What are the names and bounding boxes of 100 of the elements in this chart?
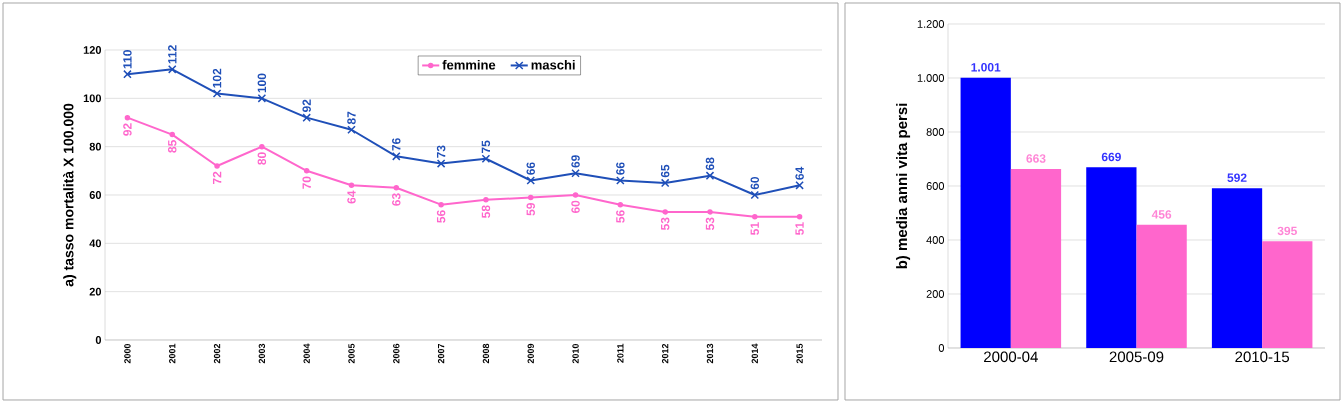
data-label: 102: [212, 68, 222, 88]
point: [481, 154, 491, 164]
point: [616, 176, 625, 185]
x-tick-label: 2002: [213, 343, 221, 364]
point: [571, 168, 580, 178]
data-label: 70: [302, 176, 311, 189]
data-label: 65: [660, 164, 670, 178]
x-tick-label: 2000-04: [984, 351, 1038, 363]
bar: [1086, 167, 1137, 348]
y-tick-label: 120: [83, 46, 102, 54]
y-axis-title: a) tasso mortalità X 100.000: [63, 103, 77, 287]
y-tick-label: 40: [89, 239, 102, 248]
point: [214, 163, 220, 169]
x-tick-label: 2013: [706, 343, 714, 364]
point: [167, 65, 177, 74]
point: [393, 184, 400, 191]
point: [617, 201, 624, 208]
point: [123, 69, 132, 79]
data-label: 59: [526, 203, 535, 216]
data-label: 68: [705, 157, 715, 171]
data-label: 53: [705, 217, 715, 231]
point: [436, 159, 446, 168]
x-tick-label: 2010-15: [1235, 351, 1290, 363]
legend-label: maschi: [531, 59, 575, 70]
y-tick-label: 600: [926, 182, 945, 190]
point: [169, 131, 175, 138]
y-tick-label: 0: [938, 344, 945, 352]
x-tick-label: 2003: [258, 343, 266, 364]
x-tick-label: 2008: [482, 343, 490, 364]
y-axis-title: b) media anni vita persi: [896, 103, 911, 269]
data-label: 72: [212, 171, 222, 185]
y-tick-label: 100: [83, 94, 102, 103]
point: [572, 192, 579, 198]
point: [752, 213, 758, 220]
point: [750, 190, 760, 200]
point: [347, 125, 356, 135]
point: [348, 182, 355, 189]
data-label: 456: [1151, 210, 1172, 219]
point: [302, 113, 311, 122]
point: [438, 201, 444, 208]
data-label: 56: [436, 210, 446, 223]
data-label: 92: [123, 123, 132, 136]
bar: [960, 77, 1011, 348]
bar: [1211, 188, 1263, 348]
y-tick-label: 1.200: [917, 20, 945, 28]
x-tick-label: 2012: [661, 343, 669, 364]
x-tick-label: 2014: [751, 343, 758, 364]
point: [526, 176, 536, 185]
data-label: 80: [257, 152, 267, 165]
point: [660, 178, 670, 188]
x-tick-label: 2010: [572, 343, 579, 364]
data-label: 87: [347, 111, 356, 125]
x-tick-label: 2001: [169, 343, 176, 364]
data-label: 63: [392, 193, 401, 206]
legend-label: femmine: [442, 59, 496, 70]
data-label: 51: [795, 222, 804, 235]
y-tick-label: 80: [89, 142, 102, 151]
y-tick-label: 20: [89, 287, 102, 296]
x-tick-label: 2006: [393, 343, 400, 364]
point: [124, 114, 131, 121]
point: [259, 143, 265, 150]
point: [303, 168, 310, 174]
point: [392, 152, 401, 161]
x-tick-label: 2009: [527, 343, 534, 364]
data-label: 58: [481, 205, 491, 218]
data-label: 76: [392, 138, 401, 151]
x-tick-label: 2007: [437, 343, 445, 364]
y-tick-label: 1.000: [917, 74, 945, 82]
data-label: 85: [167, 140, 177, 153]
x-tick-label: 2004: [303, 343, 310, 364]
y-tick-label: 200: [926, 290, 945, 298]
data-label: 1.001: [971, 63, 1001, 72]
data-label: 395: [1277, 226, 1297, 236]
data-label: 56: [616, 210, 625, 223]
data-label: 69: [571, 155, 580, 168]
data-label: 66: [616, 162, 625, 175]
data-label: 669: [1101, 152, 1121, 162]
data-label: 53: [660, 217, 670, 231]
x-tick-label: 2005-09: [1109, 351, 1164, 363]
bar: [1010, 168, 1062, 348]
data-label: 60: [571, 200, 580, 214]
data-label: 112: [168, 45, 177, 64]
point: [796, 213, 803, 220]
point: [212, 89, 222, 98]
data-label: 92: [302, 99, 311, 113]
x-tick-label: 2015: [796, 343, 803, 364]
data-label: 60: [750, 176, 760, 190]
point: [795, 181, 804, 190]
y-tick-label: 400: [926, 236, 945, 244]
x-tick-label: 2011: [617, 343, 624, 363]
data-label: 110: [123, 50, 132, 69]
point: [707, 209, 713, 215]
bar: [1262, 241, 1313, 348]
point: [527, 194, 534, 201]
x-tick-label: 2005: [348, 343, 355, 364]
data-label: 75: [481, 140, 491, 154]
point: [257, 94, 267, 103]
data-label: 64: [795, 166, 804, 180]
data-label: 73: [436, 145, 446, 158]
data-label: 51: [750, 222, 759, 235]
